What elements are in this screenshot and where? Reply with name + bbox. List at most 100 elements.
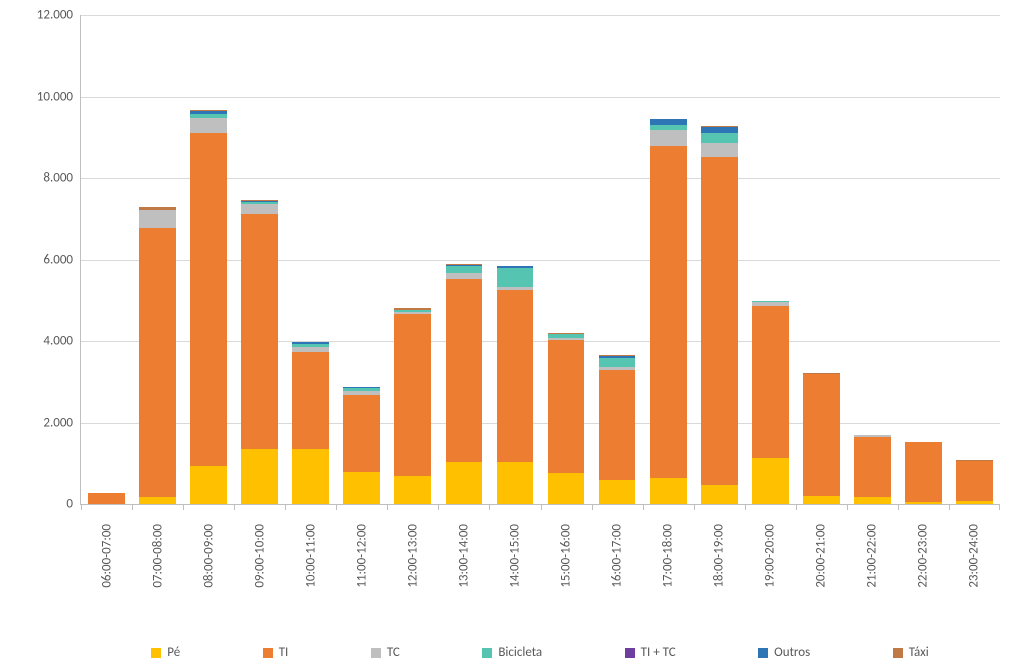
- bar-segment-pe: [139, 497, 176, 504]
- bar-segment-tc: [241, 204, 278, 214]
- x-tick: [898, 504, 899, 510]
- y-axis-label: 10.000: [37, 89, 81, 104]
- y-axis-label: 4.000: [43, 334, 81, 349]
- legend-swatch: [482, 648, 492, 658]
- bar-slot: [336, 15, 387, 504]
- chart-container: 02.0004.0006.0008.00010.00012.00006:00-0…: [0, 0, 1024, 672]
- x-tick: [949, 504, 950, 510]
- bar-slot: [387, 15, 438, 504]
- x-axis-label: 10:00-11:00: [303, 524, 318, 588]
- bar-segment-tc: [701, 143, 738, 157]
- x-tick: [285, 504, 286, 510]
- bar-segment-ti: [956, 461, 993, 501]
- stacked-bar: [956, 460, 993, 504]
- legend-label: Bicicleta: [498, 645, 542, 660]
- stacked-bar: [548, 333, 585, 504]
- y-axis-label: 2.000: [43, 415, 81, 430]
- bar-segment-ti: [241, 214, 278, 449]
- x-tick: [438, 504, 439, 510]
- bar-slot: [234, 15, 285, 504]
- bar-segment-bicicleta: [497, 268, 534, 288]
- bar-segment-pe: [497, 462, 534, 504]
- bar-segment-ti: [139, 228, 176, 497]
- bar-segment-pe: [956, 501, 993, 504]
- bar-segment-bicicleta: [701, 133, 738, 142]
- bar-segment-ti: [905, 442, 942, 501]
- x-axis-label: 06:00-07:00: [99, 524, 114, 588]
- legend-item-pe: Pé: [151, 645, 180, 660]
- legend-item-ti: TI: [263, 645, 289, 660]
- y-axis-label: 8.000: [43, 171, 81, 186]
- bar-segment-tc: [139, 210, 176, 228]
- bar-segment-ti: [497, 290, 534, 462]
- stacked-bar: [599, 355, 636, 504]
- legend-label: Táxi: [909, 645, 929, 660]
- stacked-bar: [752, 301, 789, 504]
- bar-slot: [489, 15, 540, 504]
- stacked-bar: [394, 308, 431, 504]
- bar-slot: [745, 15, 796, 504]
- x-tick: [132, 504, 133, 510]
- x-axis-label: 07:00-08:00: [150, 524, 165, 588]
- x-axis-label: 19:00-20:00: [763, 524, 778, 588]
- bar-segment-bicicleta: [599, 358, 636, 367]
- legend-swatch: [893, 648, 903, 658]
- legend-item-tc: TC: [371, 645, 400, 660]
- stacked-bar: [803, 373, 840, 504]
- x-tick: [694, 504, 695, 510]
- bar-segment-pe: [190, 466, 227, 503]
- bar-segment-ti: [599, 370, 636, 481]
- x-axis-label: 17:00-18:00: [661, 524, 676, 588]
- stacked-bar: [497, 266, 534, 504]
- bar-slot: [183, 15, 234, 504]
- bar-slot: [949, 15, 1000, 504]
- bar-segment-pe: [752, 458, 789, 504]
- bar-segment-ti: [343, 395, 380, 472]
- stacked-bar: [241, 200, 278, 504]
- x-tick: [643, 504, 644, 510]
- bar-segment-pe: [599, 480, 636, 504]
- bar-segment-pe: [394, 476, 431, 504]
- bar-segment-ti: [394, 314, 431, 476]
- x-tick: [489, 504, 490, 510]
- legend-swatch: [758, 648, 768, 658]
- legend-label: Pé: [167, 645, 180, 660]
- stacked-bar: [292, 342, 329, 504]
- x-axis-label: 12:00-13:00: [405, 524, 420, 588]
- stacked-bar: [650, 119, 687, 504]
- bar-segment-ti: [446, 279, 483, 462]
- x-tick: [81, 504, 82, 510]
- x-tick: [387, 504, 388, 510]
- bar-segment-ti: [803, 374, 840, 495]
- stacked-bar: [190, 110, 227, 504]
- stacked-bar: [139, 207, 176, 504]
- bar-slot: [132, 15, 183, 504]
- x-axis-label: 15:00-16:00: [559, 524, 574, 588]
- bar-slot: [81, 15, 132, 504]
- x-tick: [541, 504, 542, 510]
- bar-segment-pe: [650, 478, 687, 504]
- x-tick: [796, 504, 797, 510]
- legend-item-taxi: Táxi: [893, 645, 929, 660]
- bar-slot: [438, 15, 489, 504]
- bar-slot: [643, 15, 694, 504]
- x-axis-label: 18:00-19:00: [712, 524, 727, 588]
- bar-slot: [898, 15, 949, 504]
- legend-label: TI + TC: [641, 645, 676, 660]
- bar-segment-ti: [190, 133, 227, 466]
- bar-segment-ti: [292, 352, 329, 449]
- bar-segment-ti: [88, 493, 125, 504]
- x-axis-label: 21:00-22:00: [865, 524, 880, 588]
- plot-area: 02.0004.0006.0008.00010.00012.00006:00-0…: [80, 15, 1000, 505]
- bar-segment-ti: [701, 157, 738, 485]
- x-tick: [234, 504, 235, 510]
- bar-slot: [285, 15, 336, 504]
- x-axis-label: 11:00-12:00: [354, 524, 369, 588]
- y-axis-label: 12.000: [37, 8, 81, 23]
- bar-segment-tc: [190, 118, 227, 133]
- bar-segment-pe: [241, 449, 278, 504]
- bar-segment-bicicleta: [446, 266, 483, 273]
- y-axis-label: 6.000: [43, 252, 81, 267]
- x-axis-label: 22:00-23:00: [916, 524, 931, 588]
- legend-swatch: [263, 648, 273, 658]
